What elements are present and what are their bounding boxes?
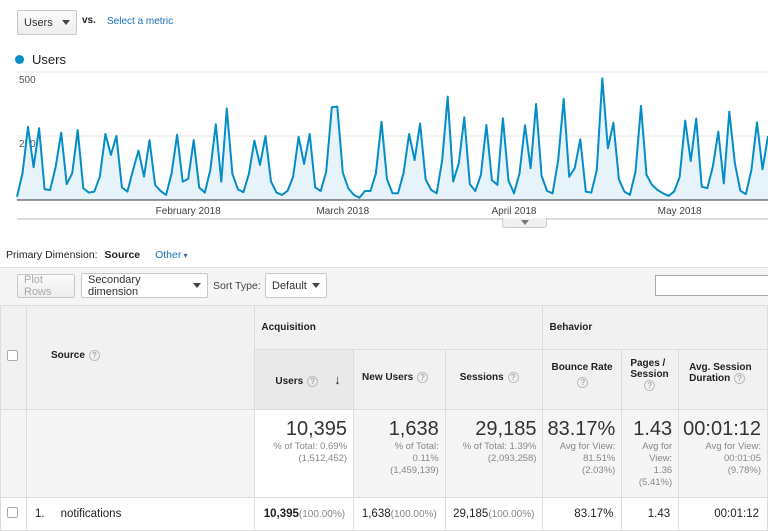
header-source[interactable]: Source <box>51 350 85 361</box>
total-text: 1.36 <box>626 465 672 477</box>
chevron-down-icon <box>193 283 201 288</box>
chevron-down-icon <box>521 220 529 225</box>
metric-label: Users <box>24 17 53 29</box>
total-users: 10,395 <box>259 418 347 441</box>
report-table: Source? Acquisition Behavior Users? ↓ New… <box>0 305 768 531</box>
total-sessions: 29,185 <box>450 418 537 441</box>
chevron-down-icon <box>62 20 70 25</box>
sort-type-label: Sort Type: <box>213 280 261 292</box>
total-text: (2.03%) <box>547 465 615 477</box>
row-new-users-pct: (100.00%) <box>391 509 437 520</box>
secondary-dimension-dropdown[interactable]: Secondary dimension <box>81 273 208 298</box>
help-icon[interactable]: ? <box>734 373 745 384</box>
totals-row: 10,395% of Total: 0.69%(1,512,452) 1,638… <box>1 410 768 498</box>
dimension-other[interactable]: Other <box>155 249 181 261</box>
sort-desc-arrow-icon[interactable]: ↓ <box>334 372 341 387</box>
primary-dimension-label: Primary Dimension: <box>6 249 98 261</box>
group-behavior: Behavior <box>543 306 768 350</box>
total-text: 0.11% <box>358 453 439 465</box>
plot-rows-button[interactable]: Plot Rows <box>17 274 75 298</box>
header-bounce-rate[interactable]: Bounce Rate <box>551 362 612 373</box>
primary-dimension-bar: Primary Dimension: Source Other ▾ <box>6 249 188 261</box>
metric-dropdown[interactable]: Users <box>17 10 77 35</box>
sort-type-dropdown[interactable]: Default <box>265 273 327 298</box>
total-text: Avg for <box>626 441 672 453</box>
total-users-pct: % of Total: 0.69% <box>259 441 347 453</box>
chevron-down-icon <box>312 283 320 288</box>
legend-dot-icon <box>15 55 24 64</box>
secondary-dimension-label: Secondary dimension <box>88 274 193 298</box>
sort-type-value: Default <box>272 280 307 292</box>
total-text: % of Total: 1.39% <box>450 441 537 453</box>
row-sessions-pct: (100.00%) <box>488 509 534 520</box>
total-text: (2,093,258) <box>450 453 537 465</box>
total-bounce-rate: 83.17% <box>547 418 615 441</box>
help-icon[interactable]: ? <box>89 350 100 361</box>
total-text: Avg for View: <box>683 441 761 453</box>
header-users[interactable]: Users <box>275 376 303 387</box>
xtick-label: April 2018 <box>491 206 536 217</box>
help-icon[interactable]: ? <box>307 376 318 387</box>
total-text: Avg for View: <box>547 441 615 453</box>
select-all-checkbox[interactable] <box>7 350 18 361</box>
total-text: (1,459,139) <box>358 465 439 477</box>
row-source-link[interactable]: notifications <box>61 508 122 520</box>
header-sessions[interactable]: Sessions <box>460 372 504 383</box>
table-search-input[interactable] <box>655 275 768 296</box>
select-metric-link[interactable]: Select a metric <box>107 16 173 27</box>
row-sessions: 29,185 <box>453 508 488 520</box>
row-users: 10,395 <box>264 508 299 520</box>
dimension-source[interactable]: Source <box>105 249 141 261</box>
total-text: (9.78%) <box>683 465 761 477</box>
ytick-500: 500 <box>19 75 36 86</box>
total-text: 81.51% <box>547 453 615 465</box>
header-new-users[interactable]: New Users <box>362 372 413 383</box>
total-new-users: 1,638 <box>358 418 439 441</box>
total-text: View: <box>626 453 672 465</box>
xtick-label: February 2018 <box>156 206 221 217</box>
total-pages: 1.43 <box>626 418 672 441</box>
help-icon[interactable]: ? <box>577 377 588 388</box>
help-icon[interactable]: ? <box>644 380 655 391</box>
help-icon[interactable]: ? <box>508 372 519 383</box>
xtick-label: May 2018 <box>658 206 702 217</box>
chart-collapse-handle[interactable] <box>502 218 547 228</box>
total-users-site: (1,512,452) <box>259 453 347 465</box>
row-new-users: 1,638 <box>362 508 391 520</box>
row-users-pct: (100.00%) <box>299 509 345 520</box>
vs-label: vs. <box>82 15 96 26</box>
total-duration: 00:01:12 <box>683 418 761 441</box>
help-icon[interactable]: ? <box>417 372 428 383</box>
total-text: 00:01:05 <box>683 453 761 465</box>
header-pages-per-session[interactable]: Pages / Session <box>630 358 668 380</box>
users-line <box>17 78 768 197</box>
total-text: (5.41%) <box>626 477 672 489</box>
row-index: 1. <box>35 508 45 520</box>
xtick-label: March 2018 <box>316 206 369 217</box>
group-acquisition: Acquisition <box>255 306 543 350</box>
row-checkbox[interactable] <box>7 507 18 518</box>
total-text: % of Total: <box>358 441 439 453</box>
